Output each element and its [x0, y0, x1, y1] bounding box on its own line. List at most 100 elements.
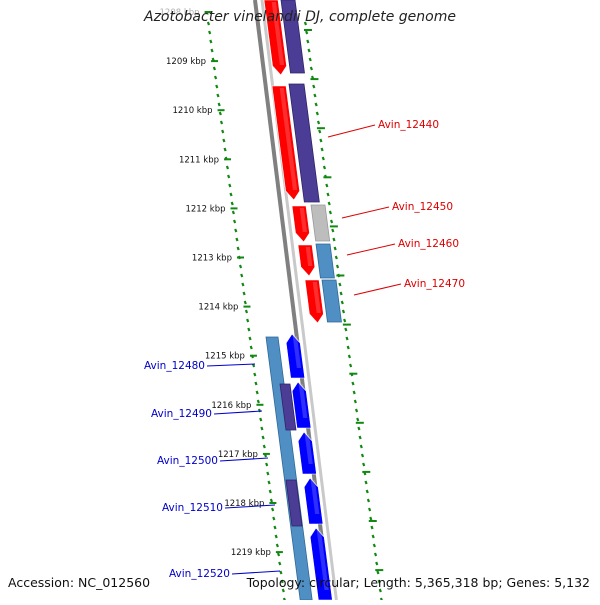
- tick-label: 1210 kbp: [172, 106, 212, 116]
- rna-feature-block: [315, 243, 335, 279]
- inner-ruler-dot: [256, 399, 260, 404]
- gene-label: Avin_12460: [398, 238, 459, 250]
- outer-ruler-dot: [327, 201, 331, 206]
- inner-ruler-dot: [209, 39, 213, 44]
- gene-label: Avin_12520: [169, 568, 230, 580]
- outer-ruler-dot: [307, 48, 311, 53]
- inner-ruler-dot: [276, 552, 281, 557]
- outer-ruler-dot: [303, 21, 308, 26]
- outer-ruler-dot: [305, 30, 309, 35]
- inner-ruler-dot: [216, 93, 220, 98]
- reverse-gene-arrow: [303, 477, 324, 525]
- outer-ruler-dot: [347, 354, 351, 359]
- inner-ruler-dot: [219, 120, 224, 125]
- forward-gene-arrow-shine: [299, 208, 308, 232]
- outer-ruler-dot: [370, 525, 374, 530]
- outer-ruler-dot: [314, 102, 318, 107]
- inner-ruler-dot: [262, 444, 266, 449]
- gene-label-leader: [341, 206, 390, 219]
- inner-ruler-dot: [249, 345, 253, 350]
- inner-ruler-dot: [221, 129, 225, 134]
- inner-ruler-dot: [278, 561, 282, 566]
- outer-ruler-dot: [344, 327, 348, 332]
- inner-ruler-dot: [238, 264, 243, 269]
- outer-ruler-dot: [364, 480, 368, 485]
- tick-label: 1211 kbp: [179, 155, 219, 165]
- outer-ruler-dot: [366, 498, 371, 503]
- outer-ruler-dot: [315, 111, 319, 116]
- outer-ruler-dot: [371, 534, 375, 539]
- inner-ruler-dot: [229, 192, 233, 197]
- inner-ruler-dot: [268, 489, 272, 494]
- outer-ruler-dot: [339, 291, 343, 296]
- inner-ruler-dot: [275, 543, 279, 548]
- inner-ruler-dot: [235, 237, 239, 242]
- outer-ruler-dot: [308, 57, 312, 62]
- outer-ruler-dot: [325, 183, 329, 188]
- tick-label: 1213 kbp: [192, 254, 232, 264]
- outer-ruler-dot: [309, 66, 313, 71]
- forward-gene-arrow: [271, 85, 300, 201]
- outer-ruler-dot: [358, 435, 362, 440]
- inner-ruler-dot: [218, 111, 222, 116]
- inner-ruler-dot: [230, 201, 234, 206]
- label-layer: 1208 kbp 1209 kbp 1210 kbp 1211 kbp 1212 kbp…: [144, 8, 465, 580]
- forward-gene-arrow-shine: [279, 88, 298, 190]
- outer-ruler-dot: [316, 120, 321, 125]
- inner-ruler-dot: [267, 480, 271, 485]
- topology-text: Topology: circular; Length: 5,365,318 bp…: [246, 575, 590, 590]
- forward-gene-arrow: [291, 205, 310, 243]
- forward-cds-block: [288, 83, 320, 203]
- gene-label: Avin_12510: [162, 502, 223, 514]
- outer-ruler-dot: [354, 408, 359, 413]
- outer-ruler-dot: [345, 336, 349, 341]
- inner-ruler-dot: [279, 570, 283, 575]
- reverse-cds-block: [285, 479, 303, 527]
- forward-gene-arrow-shine: [305, 247, 313, 266]
- gene-label-leader: [353, 283, 402, 296]
- outer-ruler-dot: [313, 93, 317, 98]
- outer-ruler-dot: [334, 255, 338, 260]
- gene-label-leader: [206, 363, 256, 367]
- tick-label: 1217 kbp: [218, 450, 258, 460]
- inner-ruler-dot: [269, 498, 274, 503]
- inner-ruler-dot: [271, 507, 275, 512]
- inner-ruler-dot: [228, 183, 232, 188]
- outer-ruler-dot: [377, 579, 381, 584]
- gene-label: Avin_12490: [151, 408, 212, 420]
- outer-ruler-dot: [378, 588, 382, 593]
- outer-ruler-dot: [360, 453, 365, 458]
- inner-ruler-dot: [274, 534, 278, 539]
- forward-gene-arrow: [297, 244, 316, 277]
- forward-cds-block: [280, 0, 305, 74]
- reverse-cds-block: [279, 383, 297, 431]
- outer-ruler-dot: [306, 39, 310, 44]
- outer-ruler-dot: [312, 84, 316, 89]
- outer-ruler-dot: [346, 345, 350, 350]
- tick-label: 1218 kbp: [224, 499, 264, 509]
- outer-ruler-dot: [335, 264, 340, 269]
- outer-ruler-dot: [321, 156, 325, 161]
- outer-ruler-dot: [331, 228, 335, 233]
- tick-label: 1216 kbp: [211, 401, 251, 411]
- inner-ruler-dot: [253, 372, 257, 377]
- inner-ruler-dot: [241, 282, 245, 287]
- inner-ruler-dot: [261, 435, 265, 440]
- reverse-gene-arrow-shine: [310, 480, 320, 514]
- inner-ruler-dot: [260, 426, 264, 431]
- inner-ruler-dot: [247, 327, 251, 332]
- tick-label: 1214 kbp: [198, 303, 238, 313]
- inner-ruler-dot: [244, 309, 249, 314]
- outer-ruler-dot: [349, 363, 353, 368]
- outer-ruler-dot: [369, 516, 373, 521]
- inner-ruler-dot: [234, 228, 238, 233]
- gene-label-leader: [231, 570, 281, 575]
- tick-label: 1219 kbp: [231, 548, 271, 558]
- inner-ruler-dot: [280, 579, 284, 584]
- outer-ruler-dot: [338, 282, 342, 287]
- reverse-gene-arrow: [285, 333, 306, 379]
- gene-label: Avin_12470: [404, 278, 465, 290]
- outer-ruler-dot: [373, 552, 378, 557]
- rna-feature-block: [321, 279, 342, 323]
